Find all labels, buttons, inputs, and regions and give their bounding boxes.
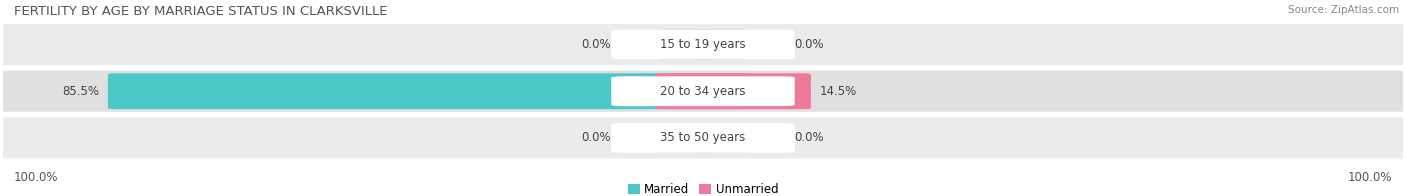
Text: 100.0%: 100.0% <box>1347 171 1392 184</box>
Text: 35 to 50 years: 35 to 50 years <box>661 131 745 144</box>
Text: 14.5%: 14.5% <box>820 85 856 98</box>
FancyBboxPatch shape <box>0 71 1406 112</box>
Text: 0.0%: 0.0% <box>582 131 612 144</box>
FancyBboxPatch shape <box>658 30 709 59</box>
FancyBboxPatch shape <box>108 73 751 109</box>
Text: FERTILITY BY AGE BY MARRIAGE STATUS IN CLARKSVILLE: FERTILITY BY AGE BY MARRIAGE STATUS IN C… <box>14 5 388 18</box>
FancyBboxPatch shape <box>655 73 811 109</box>
Text: Source: ZipAtlas.com: Source: ZipAtlas.com <box>1288 5 1399 15</box>
FancyBboxPatch shape <box>0 24 1406 65</box>
Text: 20 to 34 years: 20 to 34 years <box>661 85 745 98</box>
FancyBboxPatch shape <box>612 123 794 153</box>
FancyBboxPatch shape <box>0 117 1406 158</box>
FancyBboxPatch shape <box>697 123 748 153</box>
FancyBboxPatch shape <box>697 30 748 59</box>
Text: 0.0%: 0.0% <box>582 38 612 51</box>
Text: 15 to 19 years: 15 to 19 years <box>661 38 745 51</box>
FancyBboxPatch shape <box>658 123 709 153</box>
Text: 85.5%: 85.5% <box>62 85 100 98</box>
FancyBboxPatch shape <box>612 30 794 59</box>
Text: 0.0%: 0.0% <box>794 131 824 144</box>
Text: 0.0%: 0.0% <box>794 38 824 51</box>
FancyBboxPatch shape <box>612 76 794 106</box>
Text: 100.0%: 100.0% <box>14 171 59 184</box>
Legend: Married, Unmarried: Married, Unmarried <box>628 183 778 196</box>
